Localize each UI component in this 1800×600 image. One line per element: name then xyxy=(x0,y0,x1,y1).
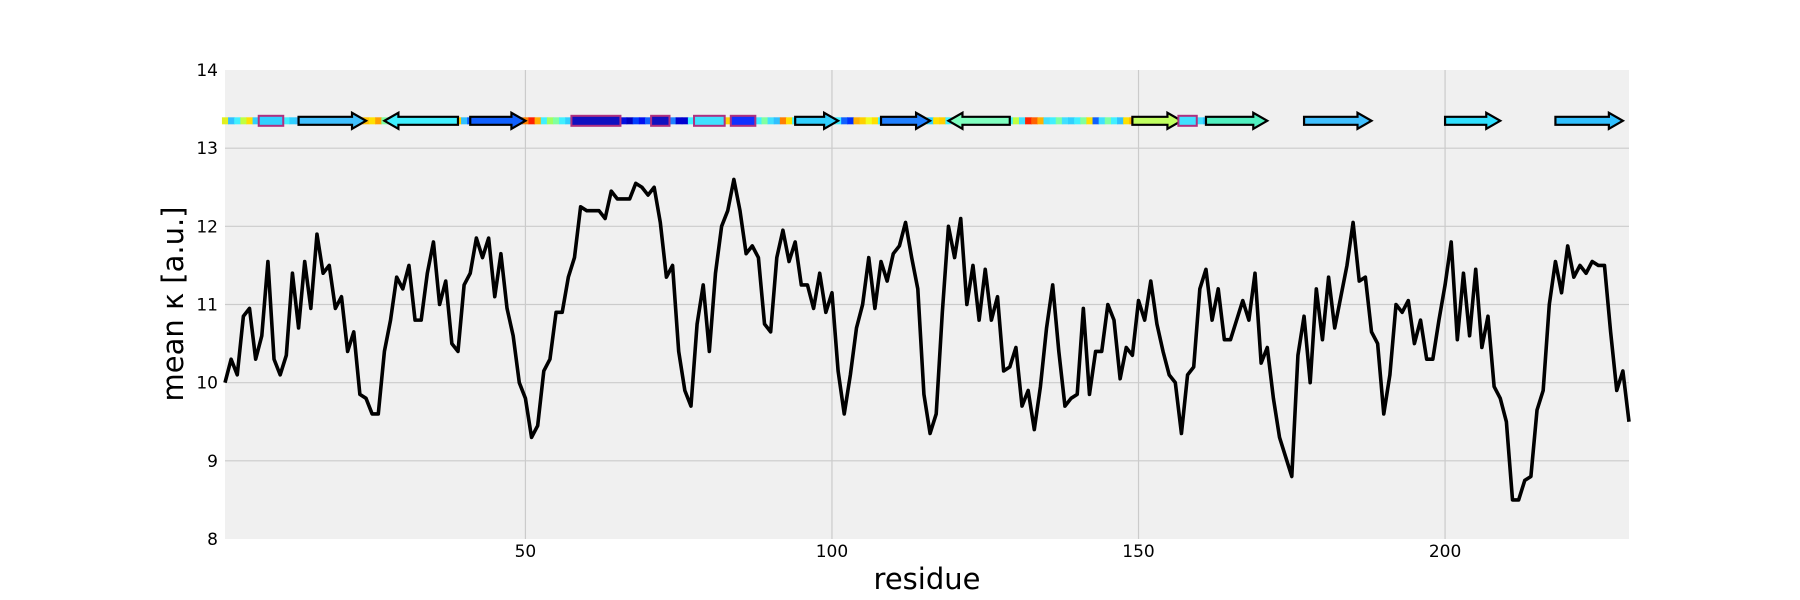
structure-band-segment xyxy=(375,117,382,125)
helix-box xyxy=(693,114,726,127)
structure-band-segment xyxy=(779,117,787,125)
x-axis-title: residue xyxy=(874,562,981,596)
strand-arrow xyxy=(794,110,841,131)
structure-band-segment xyxy=(620,117,628,125)
y-axis-title: mean κ [a.u.] xyxy=(156,207,190,402)
structure-band-segment xyxy=(626,117,634,125)
structure-band-segment xyxy=(1025,117,1032,125)
structure-band-segment xyxy=(933,117,940,125)
strand-arrow xyxy=(297,110,369,131)
structure-band-segment xyxy=(675,117,683,125)
strand-arrow xyxy=(1204,110,1270,131)
y-tick-label: 9 xyxy=(207,452,218,472)
secondary-structure-elements xyxy=(257,110,1626,131)
structure-band-segment xyxy=(221,117,229,125)
structure-band-segment xyxy=(1043,117,1051,125)
structure-band-segment xyxy=(528,117,536,125)
structure-band-segment xyxy=(252,117,260,125)
structure-band-segment xyxy=(1086,117,1094,125)
strand-arrow xyxy=(946,110,1011,131)
structure-band-segment xyxy=(565,117,573,125)
helix-box xyxy=(1177,114,1198,127)
structure-band-segment xyxy=(553,117,560,125)
structure-band-segment xyxy=(461,117,468,125)
structure-band-segment xyxy=(1074,117,1081,125)
structure-band-segment xyxy=(638,117,646,125)
structure-band-segment xyxy=(1098,117,1106,125)
x-tick-label: 100 xyxy=(816,542,848,562)
x-tick-labels: 50 100 150 200 xyxy=(515,542,1462,562)
series-line-group xyxy=(223,177,1631,502)
structure-band-segment xyxy=(841,117,848,125)
structure-band-segment xyxy=(1196,117,1204,125)
structure-band-segment xyxy=(1049,117,1057,125)
strand-arrow xyxy=(382,110,460,131)
kappa-series-line xyxy=(223,177,1631,502)
y-tick-label: 13 xyxy=(196,139,218,159)
structure-band-segment xyxy=(1055,117,1063,125)
y-tick-label: 10 xyxy=(196,374,218,394)
structure-band-segment xyxy=(289,117,297,125)
structure-band-segment xyxy=(871,117,879,125)
structure-band-segment xyxy=(1012,117,1020,125)
strand-arrow xyxy=(469,110,528,131)
y-tick-label: 14 xyxy=(196,61,218,81)
structure-band-segment xyxy=(669,117,677,125)
structure-band-segment xyxy=(865,117,873,125)
helix-box xyxy=(729,114,757,127)
structure-band-segment xyxy=(755,117,763,125)
structure-band-segment xyxy=(246,117,254,125)
structure-band-segment xyxy=(853,117,861,125)
structure-band-segment xyxy=(1110,117,1118,125)
structure-band-segment xyxy=(761,117,769,125)
strand-arrow xyxy=(879,110,933,131)
structure-band-segment xyxy=(632,117,640,125)
x-tick-label: 50 xyxy=(515,542,537,562)
structure-band-segment xyxy=(369,117,376,125)
structure-band-segment xyxy=(546,117,554,125)
structure-band-segment xyxy=(687,117,695,125)
x-tick-label: 150 xyxy=(1122,542,1154,562)
structure-band-segment xyxy=(859,117,867,125)
helix-box xyxy=(257,114,285,127)
strand-arrow xyxy=(1443,110,1503,131)
structure-band-segment xyxy=(1061,117,1069,125)
structure-band-segment xyxy=(681,117,689,125)
x-tick-label: 200 xyxy=(1429,542,1461,562)
y-tick-label: 12 xyxy=(196,217,218,237)
structure-band-segment xyxy=(1018,117,1026,125)
strand-arrow xyxy=(1554,110,1626,131)
structure-band-segment xyxy=(847,117,855,125)
structure-band-segment xyxy=(1123,117,1130,125)
structure-band-segment xyxy=(1104,117,1112,125)
structure-band-segment xyxy=(1117,117,1124,125)
structure-band-segment xyxy=(559,117,566,125)
structure-band-segment xyxy=(1031,117,1038,125)
structure-band-segment xyxy=(1037,117,1045,125)
structure-band-segment xyxy=(1092,117,1100,125)
strand-arrow xyxy=(1131,110,1184,131)
structure-band-segment xyxy=(724,117,732,125)
y-tick-label: 11 xyxy=(196,296,218,316)
helix-box xyxy=(650,114,671,127)
strand-arrow xyxy=(1302,110,1374,131)
structure-band-segment xyxy=(540,117,548,125)
helix-box xyxy=(570,114,622,127)
structure-band-segment xyxy=(1080,117,1088,125)
structure-band-segment xyxy=(240,117,248,125)
y-tick-labels: 8 9 10 11 12 13 14 xyxy=(196,61,218,550)
structure-band-segment xyxy=(767,117,775,125)
structure-band-segment xyxy=(1068,117,1075,125)
structure-band-segment xyxy=(644,117,652,125)
y-tick-label: 8 xyxy=(207,530,218,550)
structure-band-segment xyxy=(234,117,241,125)
structure-band-segment xyxy=(228,117,235,125)
structure-band-segment xyxy=(939,117,946,125)
structure-band-segment xyxy=(283,117,290,125)
structure-band-segment xyxy=(534,117,542,125)
structure-band-segment xyxy=(785,117,793,125)
structure-band-segment xyxy=(773,117,781,125)
